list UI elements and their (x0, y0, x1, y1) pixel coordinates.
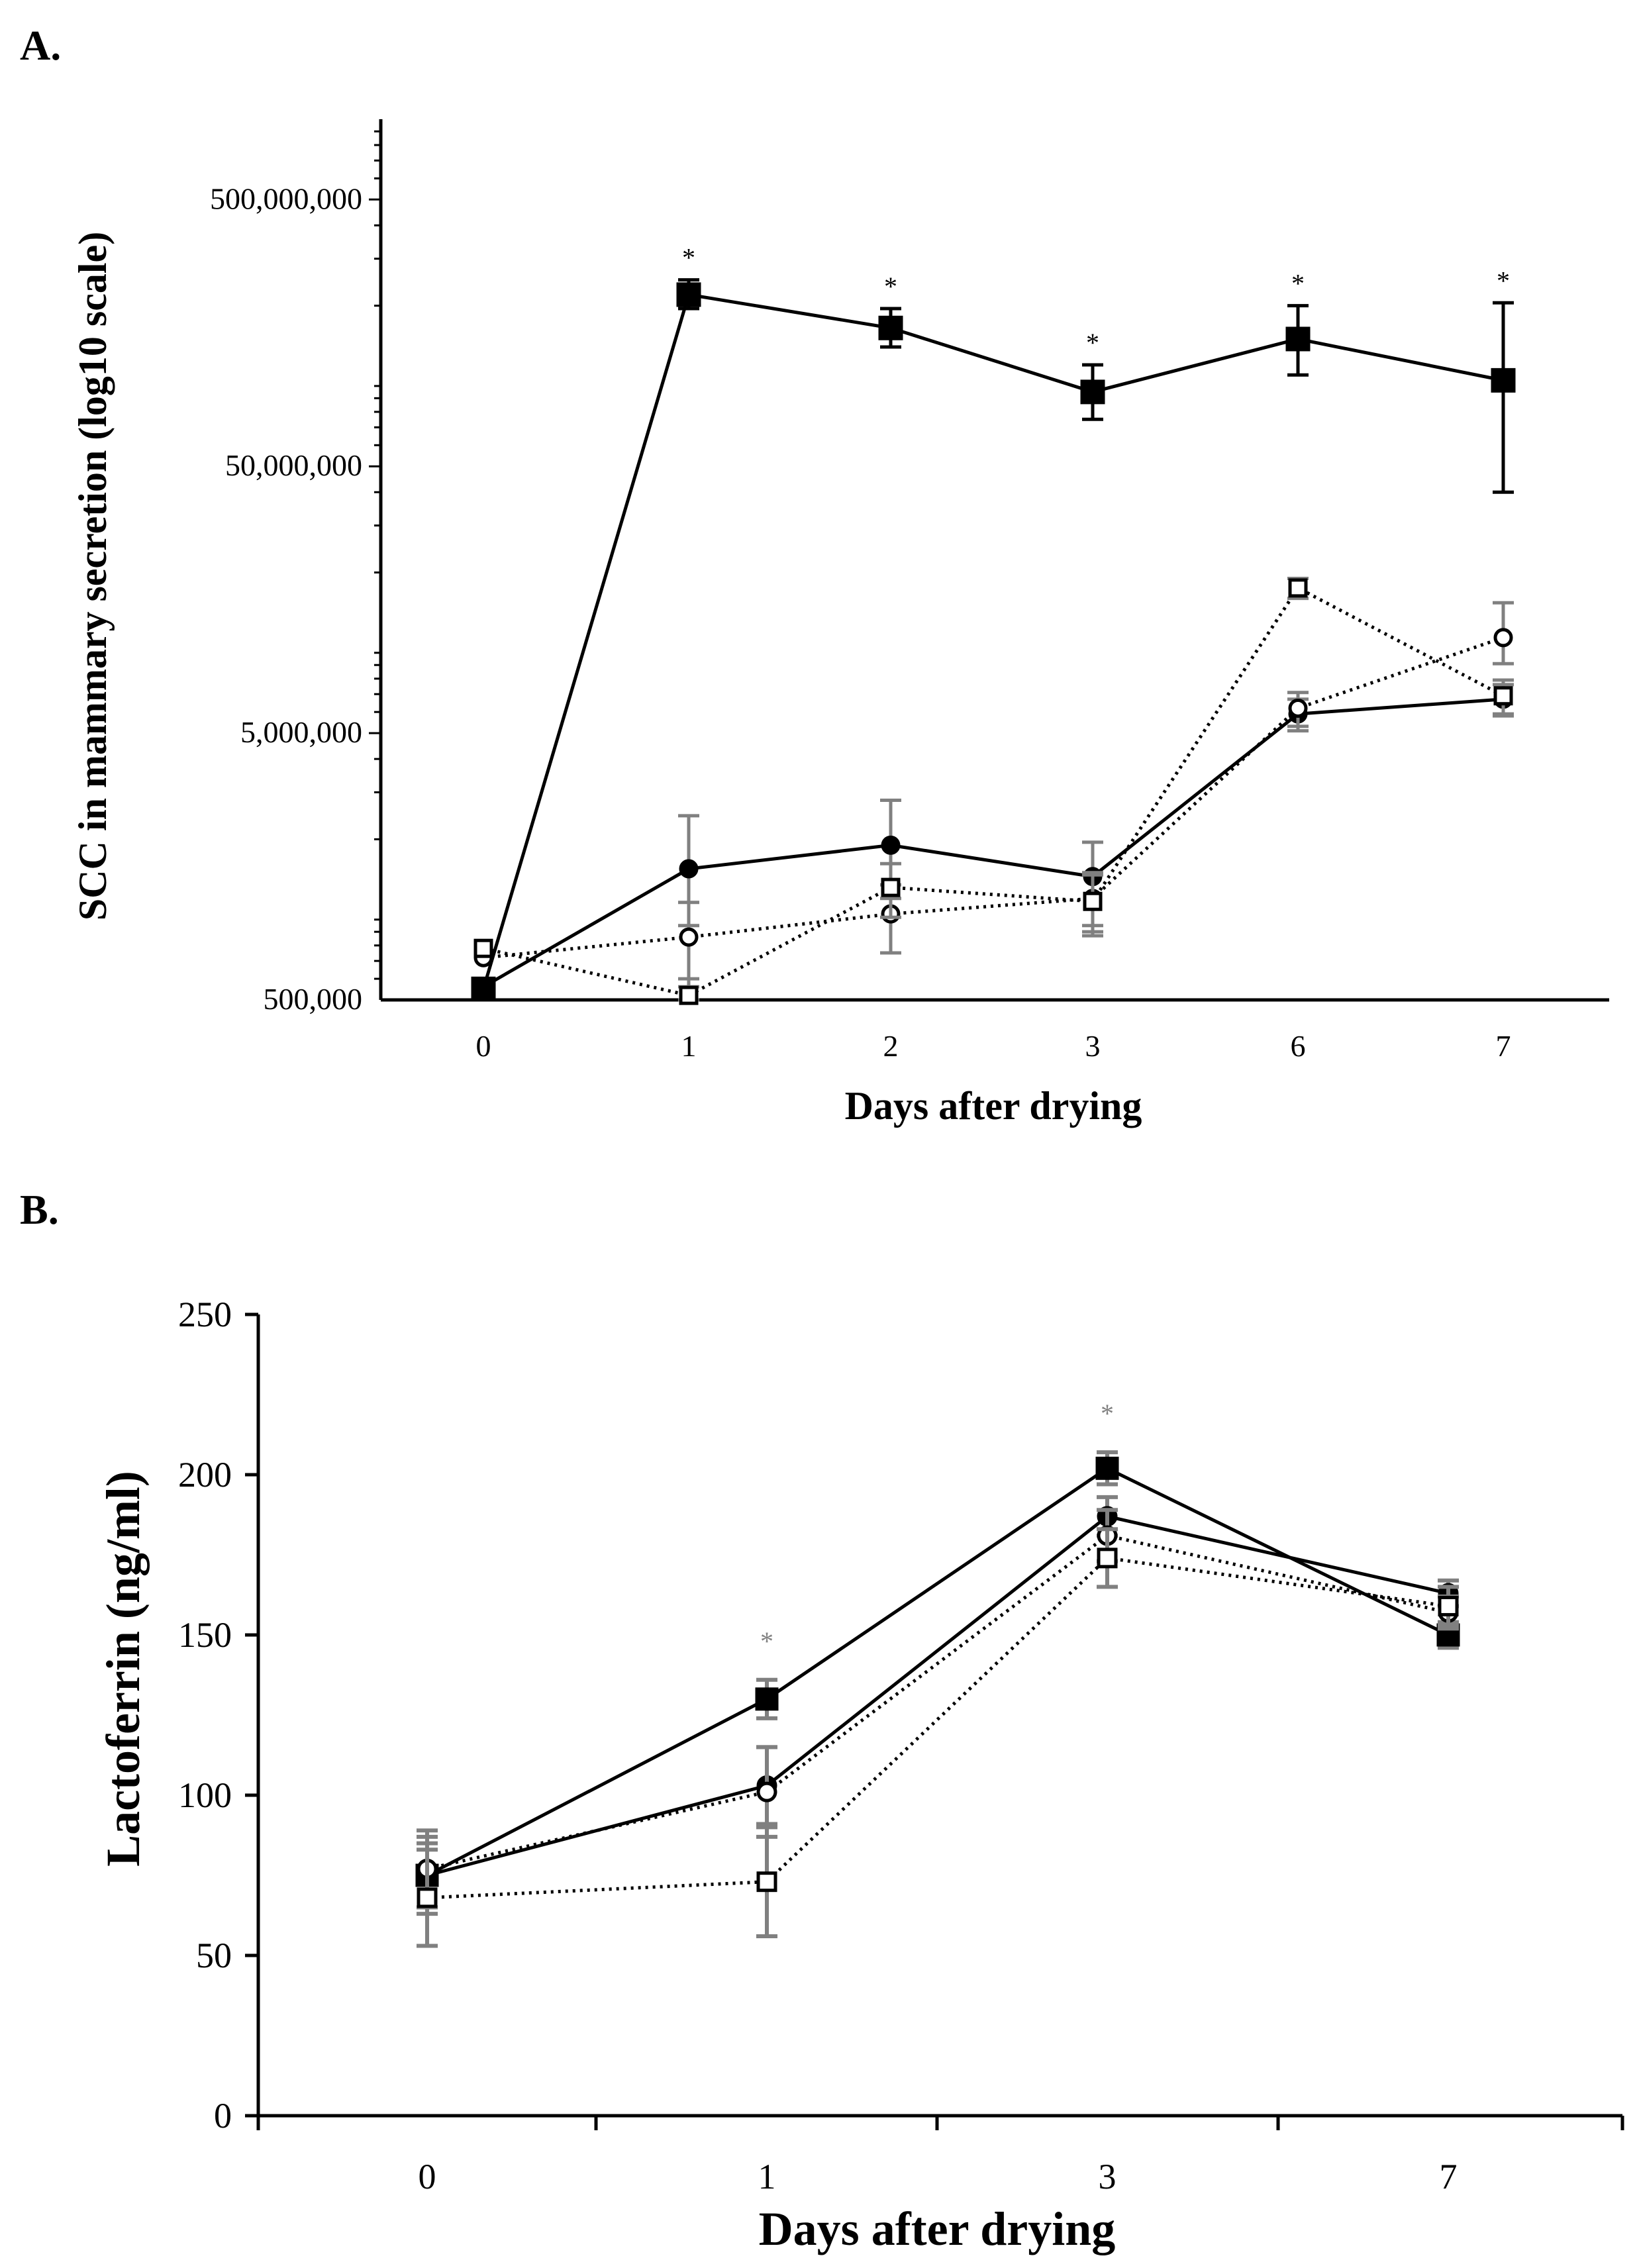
chart-b-y-tick-label: 250 (178, 1295, 232, 1334)
chart-a-point-filled-square (676, 282, 701, 307)
chart-a-point-filled-square (1491, 368, 1516, 393)
chart-a-point-open-square (1493, 686, 1513, 706)
chart-a-point-filled-circle (679, 859, 699, 879)
chart-a-significance-star: * (1086, 328, 1099, 358)
chart-a-point-open-square (1288, 578, 1308, 598)
chart-b-point-open-square (417, 1887, 438, 1908)
chart-b: 0 50 100 150 200 250 0 1 3 7 * * (178, 1295, 1624, 2196)
chart-b-x-tick-label: 0 (419, 2157, 436, 2196)
chart-a-point-filled-circle (881, 835, 901, 855)
chart-a-point-filled-square (1080, 379, 1105, 405)
chart-b-series-line-3 (426, 1556, 1449, 1900)
chart-a-series-line-2 (483, 636, 1504, 960)
chart-b-x-axis-title: Days after drying (759, 2202, 1116, 2255)
chart-b-series-line-2 (426, 1534, 1449, 1871)
chart-a-point-open-square (473, 938, 493, 958)
chart-a-y-axis-title: SCC in mammary secretion (log10 scale) (71, 232, 115, 920)
chart-b-y-tick-label: 100 (178, 1775, 232, 1815)
chart-b-x-tick-label: 7 (1440, 2157, 1458, 2196)
chart-a-significance-star: * (1291, 269, 1305, 299)
chart-a: 500,000 5,000,000 50,000,000 500,000,000 0 1 2… (210, 119, 1609, 1063)
chart-b-point-open-circle (756, 1781, 777, 1802)
chart-a-point-open-circle (679, 927, 699, 947)
chart-a-significance-star: * (884, 271, 897, 301)
chart-a-x-tick-label: 1 (681, 1029, 697, 1063)
chart-b-point-filled-square (1095, 1456, 1119, 1480)
chart-a-x-tick-label: 6 (1291, 1029, 1306, 1063)
chart-b-y-tick-label: 150 (178, 1615, 232, 1655)
chart-b-y-tick-label: 50 (196, 1936, 232, 1975)
chart-a-point-open-square (1083, 891, 1103, 911)
chart-b-y-tick-label: 0 (214, 2096, 232, 2136)
panel-b-letter: B. (20, 1186, 59, 1233)
chart-a-point-open-circle (1288, 698, 1308, 718)
chart-a-x-tick-label: 2 (883, 1029, 899, 1063)
chart-a-y-tick-label: 500,000 (264, 982, 363, 1016)
chart-a-x-tick-label: 0 (476, 1029, 491, 1063)
chart-a-y-tick-label: 5,000,000 (240, 715, 362, 749)
chart-a-significance-star: * (682, 243, 695, 273)
chart-a-point-open-square (679, 985, 699, 1005)
chart-a-series-line-0 (481, 293, 1504, 990)
chart-b-y-axis-title: Lactoferrin (ng/ml) (97, 1471, 150, 1867)
chart-a-point-filled-circle (473, 977, 493, 997)
chart-a-x-axis-title: Days after drying (845, 1084, 1142, 1128)
chart-a-x-tick-label: 7 (1496, 1029, 1511, 1063)
chart-b-x-tick-label: 1 (758, 2157, 776, 2196)
chart-b-series-line-1 (426, 1514, 1449, 1877)
chart-a-point-filled-square (878, 315, 903, 340)
chart-a-x-tick-label: 3 (1085, 1029, 1101, 1063)
chart-a-y-tick-label: 500,000,000 (210, 181, 362, 215)
chart-b-x-tick-label: 3 (1099, 2157, 1117, 2196)
chart-b-point-open-square (1438, 1595, 1459, 1616)
chart-a-series-line-1 (482, 697, 1504, 989)
chart-b-series-line-0 (426, 1466, 1450, 1877)
chart-a-point-open-square (881, 877, 901, 897)
chart-b-point-filled-square (755, 1687, 779, 1711)
chart-b-point-open-square (1097, 1548, 1118, 1569)
chart-a-point-open-circle (1493, 628, 1513, 648)
chart-b-significance-star: * (760, 1626, 773, 1656)
chart-a-series-line-3 (483, 585, 1505, 997)
chart-b-point-open-square (756, 1871, 777, 1893)
chart-a-y-tick-label: 50,000,000 (225, 448, 362, 482)
chart-a-significance-star: * (1497, 266, 1510, 295)
chart-b-significance-star: * (1101, 1399, 1114, 1428)
panel-a-letter: A. (20, 22, 61, 69)
chart-b-y-tick-label: 200 (178, 1455, 232, 1495)
chart-a-point-filled-square (1285, 326, 1311, 352)
